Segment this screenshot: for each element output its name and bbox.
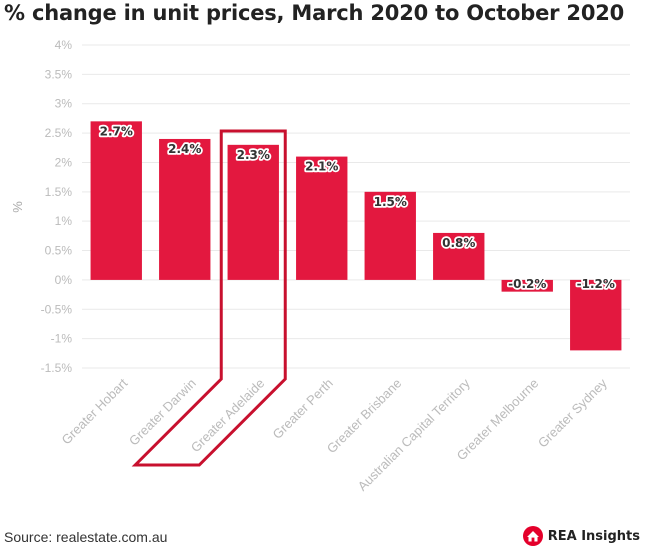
data-labels: 2.7%2.7%2.4%2.4% 2.3%2.3%2.1%2.1%1.5%1.5%… [98, 123, 617, 293]
data-label-halo: -1.2% [577, 277, 615, 291]
bar [570, 279, 622, 351]
house-logo-icon [522, 526, 543, 546]
data-label-halo: 2.4% [168, 142, 201, 156]
y-tick-label: 1.5% [45, 185, 73, 199]
x-tick-label: Greater Adelaide [188, 376, 268, 456]
x-tick-label: Greater Sydney [535, 375, 610, 450]
brand-logo: REA Insights [522, 525, 640, 547]
y-tick-label: -1.5% [41, 361, 73, 375]
data-label: 2.7% [100, 124, 133, 138]
data-label-halo: 0.8% [442, 236, 475, 250]
y-tick-label: -0.5% [41, 302, 73, 316]
bars [90, 121, 622, 351]
data-label: 1.5% [374, 195, 407, 209]
y-tick-label: 0% [55, 273, 73, 287]
y-axis-ticks: 4% 3.5% 3% 2.5% 2% 1.5% 1% 0.5% 0% -0.5% -1% -1.5% [41, 38, 73, 375]
bar [501, 279, 553, 292]
data-label-halo: 2.1% [305, 160, 338, 174]
data-label: 2.1% [305, 160, 338, 174]
bar [296, 156, 348, 280]
y-tick-label: 2% [55, 155, 73, 169]
brand-name: REA Insights [547, 528, 640, 544]
y-tick-label: 3.5% [45, 67, 73, 81]
data-label: 2.3% [237, 148, 270, 162]
bar [433, 232, 485, 280]
bar [90, 121, 142, 280]
data-label: -1.2% [577, 277, 615, 291]
bar [364, 191, 416, 280]
data-label-halo: 1.5% [374, 195, 407, 209]
x-tick-label: Australian Capital Territory [355, 375, 474, 494]
data-label: 2.4% [168, 142, 201, 156]
highlight-box [131, 129, 287, 467]
y-axis-label: % [10, 201, 25, 213]
y-tick-label: 4% [55, 38, 73, 52]
y-tick-label: 0.5% [45, 244, 73, 258]
y-tick-label: -1% [51, 332, 73, 346]
y-tick-label: 2.5% [45, 126, 73, 140]
source-note: Source: realestate.com.au [4, 529, 168, 545]
data-label-halo: -0.2% [508, 277, 546, 291]
chart-title: % change in unit prices, March 2020 to O… [4, 1, 625, 25]
x-tick-label: Greater Brisbane [324, 376, 405, 457]
bar [227, 144, 279, 280]
y-tick-label: 3% [55, 97, 73, 111]
y-tick-label: 1% [55, 214, 73, 228]
data-label: 0.8% [442, 236, 475, 250]
x-tick-label: Greater Hobart [58, 375, 130, 447]
data-label: -0.2% [508, 277, 546, 291]
data-label-halo: 2.7% [100, 124, 133, 138]
data-label-halo: 2.3% [237, 148, 270, 162]
bar [159, 138, 211, 280]
